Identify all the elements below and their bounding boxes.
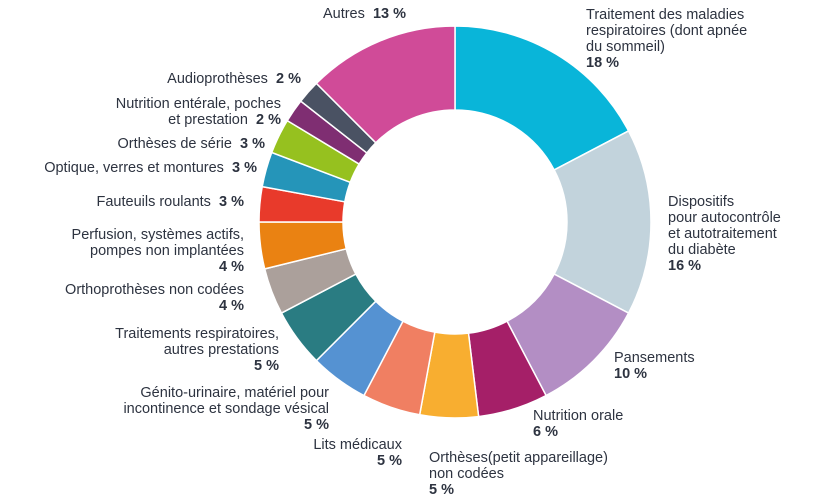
label-slice-13: Nutrition entérale, poches et prestation… xyxy=(115,96,281,128)
label-slice-7: Traitements respiratoires, autres presta… xyxy=(115,326,279,374)
label-slice-5: Lits médicaux 5 % xyxy=(313,437,402,469)
label-slice-8: Orthoprothèses non codées 4 % xyxy=(65,282,244,314)
label-slice-1: Dispositifs pour autocontrôle et autotra… xyxy=(668,194,781,274)
label-slice-12: Orthèses de série 3 % xyxy=(117,136,265,152)
label-slice-4: Orthèses(petit appareillage) non codées … xyxy=(429,450,608,498)
label-slice-0: Traitement des maladies respiratoires (d… xyxy=(586,7,748,71)
label-slice-3: Nutrition orale 6 % xyxy=(533,408,624,440)
label-slice-9: Perfusion, systèmes actifs, pompes non i… xyxy=(71,227,244,275)
label-slice-14: Audioprothèses 2 % xyxy=(167,71,301,87)
donut-slice-0 xyxy=(454,25,630,171)
label-slice-10: Fauteuils roulants 3 % xyxy=(96,194,244,210)
label-slice-2: Pansements 10 % xyxy=(614,350,695,382)
label-slice-6: Génito-urinaire, matériel pour incontine… xyxy=(123,385,329,433)
label-slice-11: Optique, verres et montures 3 % xyxy=(44,160,257,176)
donut-slice-15 xyxy=(315,25,456,144)
label-slice-15: Autres 13 % xyxy=(322,6,406,22)
